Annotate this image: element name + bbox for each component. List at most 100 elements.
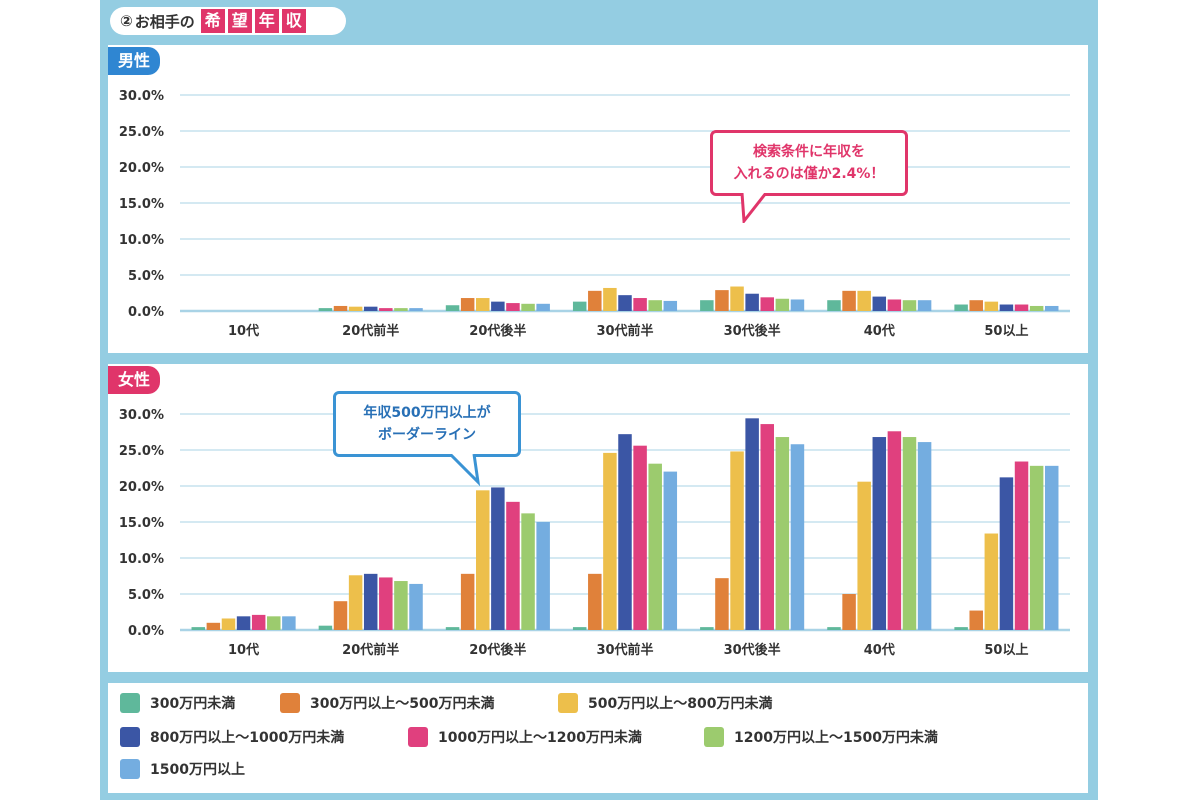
title-box-3: 年	[255, 9, 279, 33]
male-bar	[985, 302, 999, 311]
female-bar	[222, 618, 236, 630]
male-bar	[476, 298, 490, 311]
female-bar	[282, 616, 296, 630]
female-bar	[319, 626, 333, 630]
male-ytick-label: 20.0%	[119, 161, 164, 176]
legend-item: 300万円以上～500万円未満	[280, 693, 494, 713]
female-tag: 女性	[108, 366, 160, 394]
legend-item: 1500万円以上	[120, 759, 245, 779]
male-ytick-label: 0.0%	[128, 305, 164, 320]
female-callout-tail	[448, 454, 482, 486]
male-ytick-label: 15.0%	[119, 197, 164, 212]
female-bar	[700, 627, 714, 630]
male-bar	[491, 302, 505, 311]
female-category-label: 50以上	[984, 643, 1028, 658]
male-callout-tail	[740, 193, 770, 223]
male-callout-line2: 入れるのは僅か2.4%！	[713, 163, 905, 185]
legend-swatch	[280, 693, 300, 713]
male-category-label: 10代	[228, 323, 259, 339]
female-bar	[349, 575, 363, 630]
female-callout: 年収500万円以上が ボーダーライン	[333, 391, 521, 457]
male-bar	[969, 300, 983, 311]
female-category-label: 40代	[864, 642, 895, 658]
male-bar	[873, 297, 887, 311]
female-bar	[446, 627, 460, 630]
legend-swatch	[120, 727, 140, 747]
female-bar	[379, 577, 393, 630]
female-bar	[1045, 466, 1059, 630]
male-bar	[364, 307, 378, 311]
male-bar	[349, 307, 363, 311]
male-bar	[573, 302, 587, 311]
male-bar	[409, 308, 423, 311]
male-category-label: 30代後半	[724, 323, 781, 339]
female-category-label: 10代	[228, 642, 259, 658]
female-bar	[918, 442, 932, 630]
legend: 300万円未満 300万円以上～500万円未満 500万円以上～800万円未満 …	[108, 683, 1088, 793]
female-bar	[192, 627, 206, 630]
female-bar	[1030, 466, 1044, 630]
female-bar	[476, 490, 490, 630]
female-ytick-label: 20.0%	[119, 480, 164, 495]
female-bar	[207, 623, 221, 630]
title-number: ②	[120, 12, 133, 30]
male-bar	[776, 299, 790, 311]
female-bar	[873, 437, 887, 630]
male-category-label: 30代前半	[596, 323, 653, 339]
male-bar	[888, 299, 902, 311]
legend-label: 1500万円以上	[150, 759, 245, 779]
title-box-1: 希	[201, 9, 225, 33]
female-bar	[954, 627, 968, 630]
male-bar	[1000, 305, 1014, 311]
female-ytick-label: 5.0%	[128, 588, 164, 603]
female-bar	[827, 627, 841, 630]
male-category-label: 20代後半	[469, 323, 526, 339]
female-bar	[745, 418, 759, 630]
male-bar	[319, 308, 333, 311]
male-ytick-label: 30.0%	[119, 89, 164, 104]
female-category-label: 20代前半	[342, 642, 399, 658]
male-bar	[334, 306, 348, 311]
female-bar	[888, 431, 902, 630]
male-bar	[521, 304, 535, 311]
legend-label: 300万円未満	[150, 693, 235, 713]
female-bar	[791, 444, 805, 630]
female-bar	[776, 437, 790, 630]
female-bar	[536, 522, 550, 630]
male-bar	[633, 298, 647, 311]
legend-item: 500万円以上～800万円未満	[558, 693, 772, 713]
female-bar	[842, 594, 856, 630]
male-bar	[760, 297, 774, 311]
male-category-label: 50以上	[984, 324, 1028, 339]
male-bar	[954, 305, 968, 311]
female-bar	[715, 578, 729, 630]
male-bar	[618, 295, 632, 311]
female-bar	[903, 437, 917, 630]
figure-title: ② お相手の 希 望 年 収	[110, 7, 346, 35]
legend-label: 300万円以上～500万円未満	[310, 693, 494, 713]
female-bar	[237, 616, 251, 630]
male-bar	[506, 303, 520, 311]
legend-label: 1200万円以上～1500万円未満	[734, 727, 938, 747]
legend-swatch	[558, 693, 578, 713]
female-bar	[760, 424, 774, 630]
legend-label: 800万円以上～1000万円未満	[150, 727, 344, 747]
male-bar	[857, 291, 871, 311]
male-bar	[903, 300, 917, 311]
male-ytick-label: 10.0%	[119, 233, 164, 248]
female-bar	[1015, 462, 1029, 630]
male-bar	[1030, 306, 1044, 311]
female-category-label: 30代後半	[724, 642, 781, 658]
female-bar	[985, 534, 999, 630]
male-bar	[745, 294, 759, 311]
title-box-4: 収	[282, 9, 306, 33]
male-bar	[700, 300, 714, 311]
male-bar	[664, 301, 678, 311]
male-bar	[918, 300, 932, 311]
title-prefix: お相手の	[135, 11, 195, 32]
male-category-label: 40代	[864, 323, 895, 339]
female-bar	[1000, 477, 1014, 630]
male-bar	[791, 299, 805, 311]
female-bar	[648, 464, 662, 630]
female-bar	[588, 574, 602, 630]
